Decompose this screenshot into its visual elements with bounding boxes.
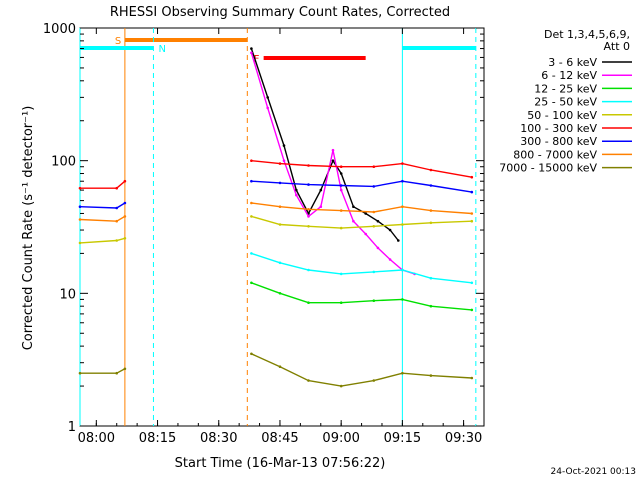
series-layer [78, 47, 474, 388]
y-tick-label: 1000 [43, 22, 76, 37]
tick-layer: 08:00 08:15 08:30 08:45 09:00 09:15 09:30 1 10 10… [43, 22, 485, 446]
legend-header-line-2: Att 0 [604, 40, 630, 53]
legend-item-label: 100 - 300 keV [520, 122, 597, 135]
night-label: N [158, 44, 165, 55]
series-line-12-25-keV [251, 282, 472, 311]
legend-item-label: 25 - 50 keV [534, 96, 597, 109]
series-line-50-100-keV [79, 237, 126, 244]
date-stamp: 24-Oct-2021 00:13 [551, 467, 636, 477]
saa-label: S [115, 36, 121, 47]
series-line-7000-15000-keV [251, 353, 472, 387]
chart-title: RHESSI Observing Summary Count Rates, Co… [110, 5, 450, 20]
x-tick-label: 08:00 [78, 431, 115, 446]
series-line-25-50-keV [251, 252, 472, 284]
series-line-300-800-keV [79, 202, 126, 209]
legend-item-label: 6 - 12 keV [541, 69, 597, 82]
legend-item-label: 50 - 100 keV [527, 109, 597, 122]
legend-item-label: 300 - 800 keV [520, 135, 597, 148]
x-tick-label: 08:45 [261, 431, 298, 446]
y-tick-label: 100 [51, 155, 76, 170]
x-tick-label: 08:15 [139, 431, 176, 446]
legend-item-label: 800 - 7000 keV [513, 148, 597, 161]
marker-layer: S N F [79, 28, 477, 426]
legend-item-label: 7000 - 15000 keV [499, 162, 597, 175]
series-line-800-7000-keV [79, 215, 126, 222]
legend-item-label: 12 - 25 keV [534, 82, 597, 95]
series-line-100-300-keV [251, 160, 472, 178]
legend-header-line-1: Det 1,3,4,5,6,9, [544, 28, 630, 41]
x-tick-label: 09:00 [322, 431, 359, 446]
x-tick-label: 08:30 [200, 431, 237, 446]
x-tick-label: 09:15 [384, 431, 421, 446]
series-line-7000-15000-keV [80, 368, 126, 374]
plot-frame [79, 27, 485, 427]
legend-item-label: 3 - 6 keV [548, 56, 597, 69]
series-line-6-12-keV [250, 52, 415, 275]
series-line-50-100-keV [251, 215, 472, 229]
series-line-100-300-keV [80, 180, 126, 189]
flare-label: F [254, 54, 260, 65]
x-tick-label: 09:30 [445, 431, 482, 446]
y-tick-label: 1 [68, 420, 76, 435]
x-axis-label: Start Time (16-Mar-13 07:56:22) [175, 456, 386, 471]
series-line-300-800-keV [251, 180, 472, 193]
y-axis-label: Corrected Count Rate (s⁻¹ detector⁻¹) [21, 106, 36, 351]
series-line-800-7000-keV [251, 202, 472, 215]
series-line-3-6-keV [250, 48, 399, 241]
y-tick-label: 10 [59, 287, 76, 302]
